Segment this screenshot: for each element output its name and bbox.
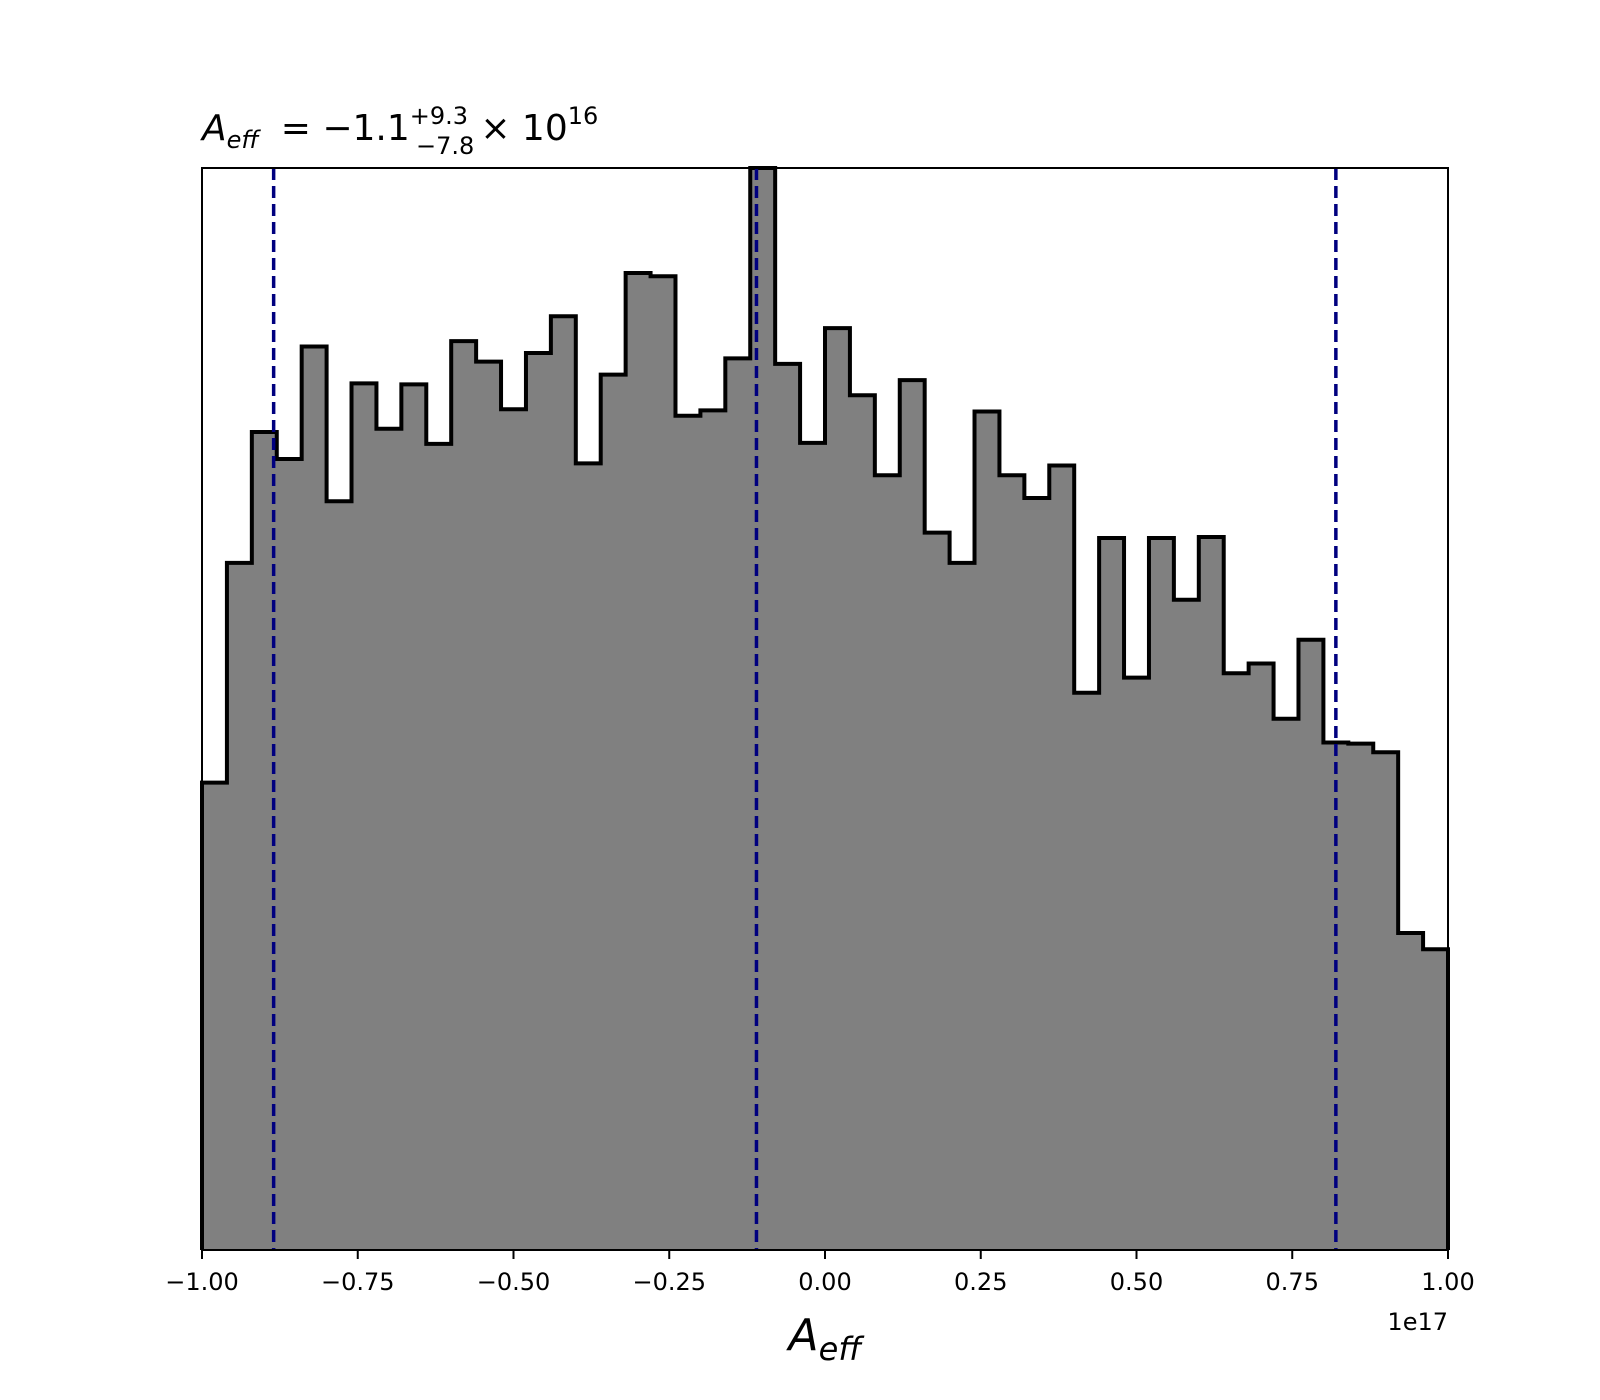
x-tick-label: 0.00: [798, 1268, 851, 1296]
title-upper: +9.3: [410, 102, 468, 130]
x-axis-label: Aeff: [786, 1310, 866, 1368]
x-axis-offset-label: 1e17: [1387, 1308, 1448, 1336]
x-tick-label: 1.00: [1421, 1268, 1474, 1296]
histogram-bar: [1173, 599, 1200, 1250]
title-times: × 10: [480, 108, 567, 149]
histogram-bar: [1248, 663, 1275, 1250]
histogram-bar: [202, 782, 228, 1250]
histogram-bar: [326, 501, 353, 1251]
histogram-bar: [1423, 949, 1449, 1250]
histogram-bar: [1348, 743, 1374, 1250]
histogram-bar: [800, 442, 826, 1250]
histogram-bar: [276, 459, 303, 1251]
chart-title: Aeff = −1.1+9.3 −7.8 × 1016: [200, 102, 598, 160]
xlabel-symbol: A: [786, 1310, 819, 1361]
histogram-bar: [650, 276, 676, 1250]
histogram-bar: [550, 316, 577, 1250]
x-tick-label: 0.75: [1266, 1268, 1319, 1296]
histogram-bar: [1099, 538, 1125, 1250]
x-tick-label: −0.25: [632, 1268, 706, 1296]
histogram-bar: [1298, 639, 1324, 1250]
histogram-bar: [874, 475, 901, 1251]
histogram-bar: [750, 168, 776, 1250]
histogram-bar: [401, 384, 427, 1250]
histogram-bar: [700, 410, 726, 1250]
histogram-bar: [974, 411, 1000, 1250]
xlabel-symbol-sub: eff: [819, 1330, 866, 1368]
x-tick-label: −0.50: [477, 1268, 551, 1296]
histogram-bar: [376, 428, 402, 1251]
histogram-bar: [1148, 538, 1175, 1250]
histogram-bar: [999, 475, 1025, 1251]
histogram-bar: [725, 358, 751, 1250]
title-equals: = −1.1: [281, 108, 410, 149]
histogram-bar: [625, 272, 652, 1251]
histogram-bar: [849, 395, 876, 1251]
x-axis-ticks: −1.00 −0.75 −0.50 −0.25 0.00 0.25 0.50 0.75 1.00: [165, 1250, 1475, 1296]
title-lower: −7.8: [416, 132, 474, 160]
x-tick-label: 0.25: [954, 1268, 1007, 1296]
x-tick-label: 0.50: [1110, 1268, 1163, 1296]
histogram-bar: [226, 562, 253, 1250]
histogram-bar: [775, 363, 801, 1250]
histogram-bar: [476, 361, 502, 1251]
histogram-bar: [1074, 692, 1100, 1250]
histogram-bar: [301, 346, 328, 1250]
histogram-bar: [1398, 932, 1424, 1250]
x-tick-label: −0.75: [321, 1268, 395, 1296]
histogram-bar: [675, 415, 701, 1250]
histogram-bar: [501, 409, 527, 1250]
plot-area: [200, 166, 1450, 1251]
histogram-bar: [451, 341, 477, 1250]
histogram-outline: [200, 166, 1450, 1250]
histogram-bar: [351, 383, 377, 1250]
histogram-bar: [525, 353, 552, 1251]
histogram-bar: [1373, 752, 1399, 1250]
histogram-bar: [899, 380, 926, 1250]
histogram-bar: [1273, 718, 1299, 1250]
histogram-bar: [575, 463, 602, 1250]
histogram-bar: [949, 562, 976, 1250]
histogram-bar: [1223, 673, 1250, 1250]
histogram-bar: [1124, 677, 1150, 1250]
histogram-bar: [924, 532, 951, 1250]
histogram-bar: [825, 328, 851, 1250]
histogram-bar: [600, 374, 627, 1250]
histogram-bar: [1198, 536, 1225, 1250]
x-tick-label: −1.00: [165, 1268, 239, 1296]
title-exponent: 16: [568, 102, 599, 130]
histogram-bar: [1049, 465, 1075, 1250]
histogram-bar: [426, 443, 452, 1250]
histogram-bar: [1024, 498, 1050, 1250]
title-symbol: A: [200, 108, 227, 149]
title-symbol-sub: eff: [227, 126, 262, 154]
